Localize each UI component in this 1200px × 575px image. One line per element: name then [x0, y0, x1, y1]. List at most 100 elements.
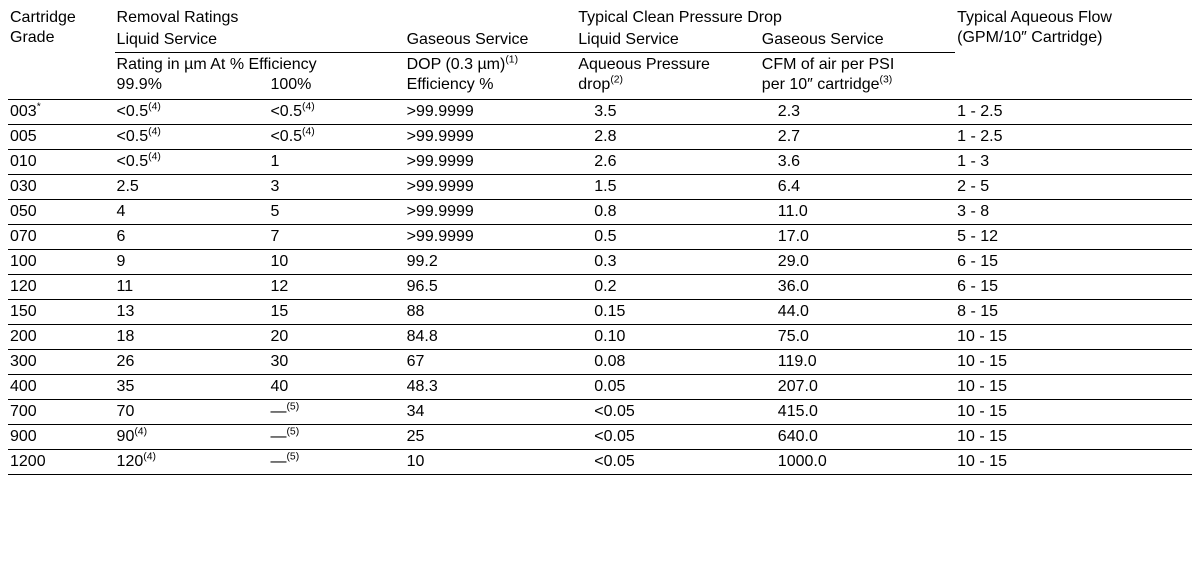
cell: 4: [115, 200, 269, 225]
cell: 10 - 15: [955, 375, 1192, 400]
table-row: 90090(4)—(5)25<0.05640.010 - 15: [8, 425, 1192, 450]
hdr-aq-l1: Aqueous Pressure: [578, 56, 710, 73]
cell: 6 - 15: [955, 275, 1192, 300]
hdr-flow-l1: Typical Aqueous Flow: [957, 9, 1112, 26]
cell: 35: [115, 375, 269, 400]
cell: 30: [268, 350, 404, 375]
cell: 0.5: [576, 225, 760, 250]
cell: 84.8: [405, 325, 577, 350]
cell: 99.2: [405, 250, 577, 275]
cell: 300: [8, 350, 115, 375]
cell: 12: [268, 275, 404, 300]
hdr-aq: Aqueous Pressure drop(2): [576, 53, 760, 100]
cell: 2.6: [576, 150, 760, 175]
table-row: 70070—(5)34<0.05415.010 - 15: [8, 400, 1192, 425]
cartridge-spec-table: Cartridge Grade Removal Ratings Typical …: [8, 8, 1192, 475]
cell: 120(4): [115, 450, 269, 475]
cell: 10 - 15: [955, 425, 1192, 450]
cell: 1000.0: [760, 450, 955, 475]
cell: 36.0: [760, 275, 955, 300]
cell: <0.5(4): [268, 125, 404, 150]
cell: 10: [268, 250, 404, 275]
cell: 119.0: [760, 350, 955, 375]
hdr-eff-999: 99.9%: [117, 75, 266, 95]
cell: 400: [8, 375, 115, 400]
cell: >99.9999: [405, 100, 577, 125]
table-row: 05045>99.99990.811.03 - 8: [8, 200, 1192, 225]
hdr-dop: DOP (0.3 µm)(1) Efficiency %: [405, 53, 577, 100]
hdr-flow: Typical Aqueous Flow (GPM/10″ Cartridge): [955, 8, 1192, 53]
cell: >99.9999: [405, 150, 577, 175]
cell: >99.9999: [405, 200, 577, 225]
cell: 2 - 5: [955, 175, 1192, 200]
cell: 67: [405, 350, 577, 375]
cell: 25: [405, 425, 577, 450]
table-row: 0302.53>99.99991.56.42 - 5: [8, 175, 1192, 200]
cell: 640.0: [760, 425, 955, 450]
cell: 0.15: [576, 300, 760, 325]
cell: 030: [8, 175, 115, 200]
cell: 0.3: [576, 250, 760, 275]
cell: 6: [115, 225, 269, 250]
cell: 26: [115, 350, 269, 375]
cell: 3.5: [576, 100, 760, 125]
cell: 0.2: [576, 275, 760, 300]
cell: 010: [8, 150, 115, 175]
cell: 1 - 3: [955, 150, 1192, 175]
table-row: 1200120(4)—(5)10<0.051000.010 - 15: [8, 450, 1192, 475]
cell: 11.0: [760, 200, 955, 225]
cell: 2.3: [760, 100, 955, 125]
hdr-cfm-l2: per 10″ cartridge: [762, 76, 880, 93]
cell: 6.4: [760, 175, 955, 200]
cell: 3.6: [760, 150, 955, 175]
cell: 29.0: [760, 250, 955, 275]
hdr-dop-l1: DOP (0.3 µm): [407, 56, 506, 73]
hdr-cfm: CFM of air per PSI per 10″ cartridge(3): [760, 53, 955, 100]
hdr-removal: Removal Ratings: [115, 8, 577, 30]
cell: 10 - 15: [955, 450, 1192, 475]
cell: <0.5(4): [115, 150, 269, 175]
cell: 0.05: [576, 375, 760, 400]
cell: 0.10: [576, 325, 760, 350]
cell: 20: [268, 325, 404, 350]
cell: 100: [8, 250, 115, 275]
table-row: 005<0.5(4)<0.5(4)>99.99992.82.71 - 2.5: [8, 125, 1192, 150]
cell: 13: [115, 300, 269, 325]
hdr-pressure-drop: Typical Clean Pressure Drop: [576, 8, 955, 30]
cell: 003*: [8, 100, 115, 125]
cell: 48.3: [405, 375, 577, 400]
cell: 8 - 15: [955, 300, 1192, 325]
cell: 1 - 2.5: [955, 100, 1192, 125]
cell: 1 - 2.5: [955, 125, 1192, 150]
cell: 1.5: [576, 175, 760, 200]
cell: 415.0: [760, 400, 955, 425]
cell: 17.0: [760, 225, 955, 250]
cell: 7: [268, 225, 404, 250]
hdr-grade-l2: Grade: [10, 29, 54, 46]
cell: 3: [268, 175, 404, 200]
cell: 10 - 15: [955, 325, 1192, 350]
cell: 3 - 8: [955, 200, 1192, 225]
cell: 2.5: [115, 175, 269, 200]
hdr-dop-sup: (1): [505, 55, 518, 66]
table-row: 003*<0.5(4)<0.5(4)>99.99993.52.31 - 2.5: [8, 100, 1192, 125]
cell: <0.05: [576, 450, 760, 475]
hdr-eff-100: 100%: [270, 76, 311, 93]
hdr-liquid-service-2: Liquid Service: [576, 30, 760, 53]
cell: —(5): [268, 400, 404, 425]
cell: 700: [8, 400, 115, 425]
table-body: 003*<0.5(4)<0.5(4)>99.99993.52.31 - 2.50…: [8, 100, 1192, 475]
hdr-grade: Cartridge Grade: [8, 8, 115, 53]
cell: 40: [268, 375, 404, 400]
hdr-rating-line: Rating in µm At % Efficiency 99.9% 100%: [115, 53, 405, 100]
table-row: 3002630670.08119.010 - 15: [8, 350, 1192, 375]
cell: >99.9999: [405, 225, 577, 250]
cell: 96.5: [405, 275, 577, 300]
cell: <0.5(4): [115, 100, 269, 125]
cell: 207.0: [760, 375, 955, 400]
table-row: 1501315880.1544.08 - 15: [8, 300, 1192, 325]
hdr-flow-l2: (GPM/10″ Cartridge): [957, 29, 1102, 46]
cell: 050: [8, 200, 115, 225]
cell: 200: [8, 325, 115, 350]
cell: 18: [115, 325, 269, 350]
